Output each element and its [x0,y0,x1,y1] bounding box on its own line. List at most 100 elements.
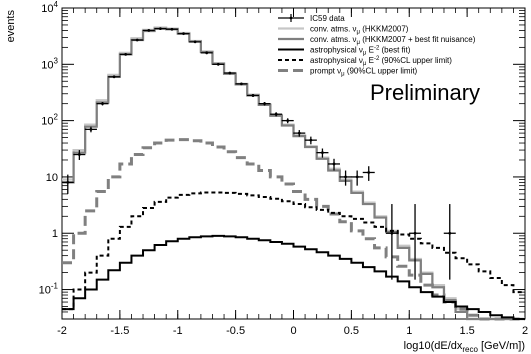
data-point-marker [263,102,266,106]
data-point [281,118,294,124]
data-point [258,102,271,106]
data-point-marker [321,151,324,155]
data-point [177,32,190,36]
data-point-marker [228,71,232,75]
data-point [235,82,248,86]
legend: IC59 data conv. atms. νμ (HKKM2007)conv. … [278,14,476,78]
data-point [316,148,329,158]
legend-swatch-marker [289,16,293,20]
data-point [270,112,283,117]
data-point-marker [355,175,359,179]
legend-label: astrophysical νμ E-2 (best fit) [310,46,411,57]
data-point-marker [77,153,81,156]
data-point [223,71,236,75]
data-point [189,40,202,44]
data-points-group [61,27,456,280]
data-point [119,52,132,56]
data-point [246,94,259,97]
data-point [154,27,167,31]
y-axis-label: events [5,10,17,43]
data-point-marker [205,51,209,55]
data-point [142,29,155,32]
series-line-3 [62,234,525,320]
data-point-marker [147,29,151,32]
data-point-marker [193,40,197,44]
data-point-marker [112,75,116,79]
data-point [304,136,317,145]
data-point-marker [286,119,290,123]
data-point-marker [332,162,336,166]
y-tick-label: 1 [52,228,58,240]
data-point [385,204,398,280]
data-point-marker [158,27,162,31]
data-point-marker [367,171,371,174]
preliminary-annotation: Preliminary [370,80,480,105]
data-point-marker [89,127,93,131]
series-line-4 [62,191,525,311]
legend-entry: conv. atms. νμ (HKKM2007 + best fit nuis… [278,35,476,46]
data-point [212,62,225,66]
data-point [328,158,341,171]
data-point-marker [170,27,174,31]
data-point-marker [240,82,243,86]
x-tick-label: 0 [290,325,296,337]
data-point [339,170,352,186]
data-point [409,204,422,280]
legend-entry: astrophysical νμ E-2 (best fit) [278,46,411,57]
data-point-marker [309,138,313,142]
data-point [362,166,375,181]
x-tick-label: -1 [173,325,183,337]
data-point [84,126,97,133]
legend-label: IC59 data [310,14,345,23]
y-tick-label: 102 [41,113,58,128]
data-point-marker [216,62,220,66]
y-tick-label: 10-1 [39,282,59,297]
data-point-marker [297,131,301,135]
data-point [443,204,456,280]
data-point [73,150,86,160]
data-point [96,102,109,106]
data-point-marker [251,94,255,97]
data-point [131,38,144,42]
legend-label: astrophysical νμ E-2 (90%CL upper limit) [310,56,452,67]
data-point-marker [413,231,417,235]
x-axis-label: log10(dE/dxreco [GeV/m]) [404,340,525,354]
data-point-marker [274,112,278,116]
y-tick-label: 103 [41,56,58,71]
series-line-2 [62,27,525,321]
series-line-5 [62,138,525,321]
y-tick-label: 10 [46,172,58,184]
data-point [165,27,178,31]
x-tick-label: -0.5 [226,325,245,337]
x-tick-label: 1.5 [459,325,474,337]
legend-label: prompt νμ (90%CL upper limit) [310,67,418,78]
data-point [351,170,364,186]
x-tick-label: 2 [522,325,528,337]
data-point-marker [101,102,104,106]
data-point-marker [124,52,128,56]
data-point-marker [344,175,347,179]
x-tick-label: 0.5 [344,325,359,337]
x-tick-label: -2 [57,325,67,337]
legend-label: conv. atms. νμ (HKKM2007) [310,25,409,36]
legend-label: conv. atms. νμ (HKKM2007 + best fit nuis… [310,35,476,46]
x-tick-label: -1.5 [110,325,129,337]
data-point-marker [66,180,70,184]
axes-group: -2 -1.5 -1 -0.5 0 0.5 1 1.5 2 10-1 1 10 102 103 104 eve… [5,0,528,354]
data-point [293,130,306,137]
data-point-marker [135,38,139,42]
legend-entry: astrophysical νμ E-2 (90%CL upper limit) [278,56,452,67]
data-point [200,51,213,55]
legend-entry: conv. atms. νμ (HKKM2007) [278,25,409,36]
data-point-marker [448,231,452,235]
data-point [108,75,121,79]
legend-entry: IC59 data [278,14,345,23]
legend-entry: prompt νμ (90%CL upper limit) [278,67,418,78]
data-point-marker [182,32,185,36]
data-point [61,174,74,194]
data-point-marker [390,231,394,235]
y-tick-label: 104 [41,0,58,15]
x-tick-label: 1 [406,325,412,337]
